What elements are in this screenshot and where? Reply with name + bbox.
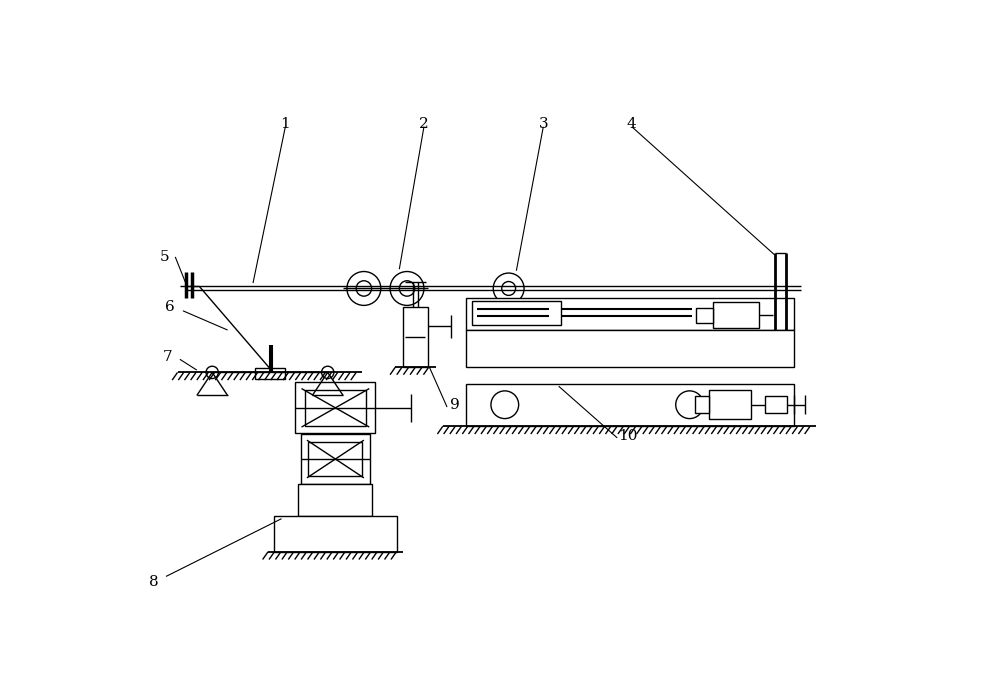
Circle shape [493,273,524,304]
Bar [298,484,372,516]
Text: 8: 8 [149,575,158,589]
Circle shape [676,391,703,419]
Bar [308,442,362,476]
Circle shape [206,366,218,378]
Circle shape [491,391,519,419]
Text: 10: 10 [618,429,638,443]
Text: 7: 7 [163,350,172,364]
Text: 6: 6 [165,300,175,314]
Bar [765,397,787,413]
Circle shape [356,281,372,296]
Circle shape [502,282,516,296]
Bar [403,307,428,367]
Circle shape [390,272,424,305]
Bar [709,390,751,420]
Bar [466,298,794,330]
Circle shape [347,272,381,305]
Bar [301,434,370,484]
Text: 2: 2 [419,116,429,130]
Bar [466,330,794,367]
Circle shape [399,281,415,296]
Text: 5: 5 [160,250,169,264]
Bar [295,383,375,434]
Bar [695,397,709,413]
Bar [255,368,285,378]
Text: 4: 4 [627,116,637,130]
Bar [696,307,713,323]
Bar [274,516,397,552]
Bar [472,301,561,325]
Text: 1: 1 [280,116,290,130]
Bar [713,302,759,328]
Text: 9: 9 [450,398,460,412]
Bar [466,384,794,427]
Circle shape [322,366,334,378]
Bar [305,390,366,426]
Text: 3: 3 [538,116,548,130]
